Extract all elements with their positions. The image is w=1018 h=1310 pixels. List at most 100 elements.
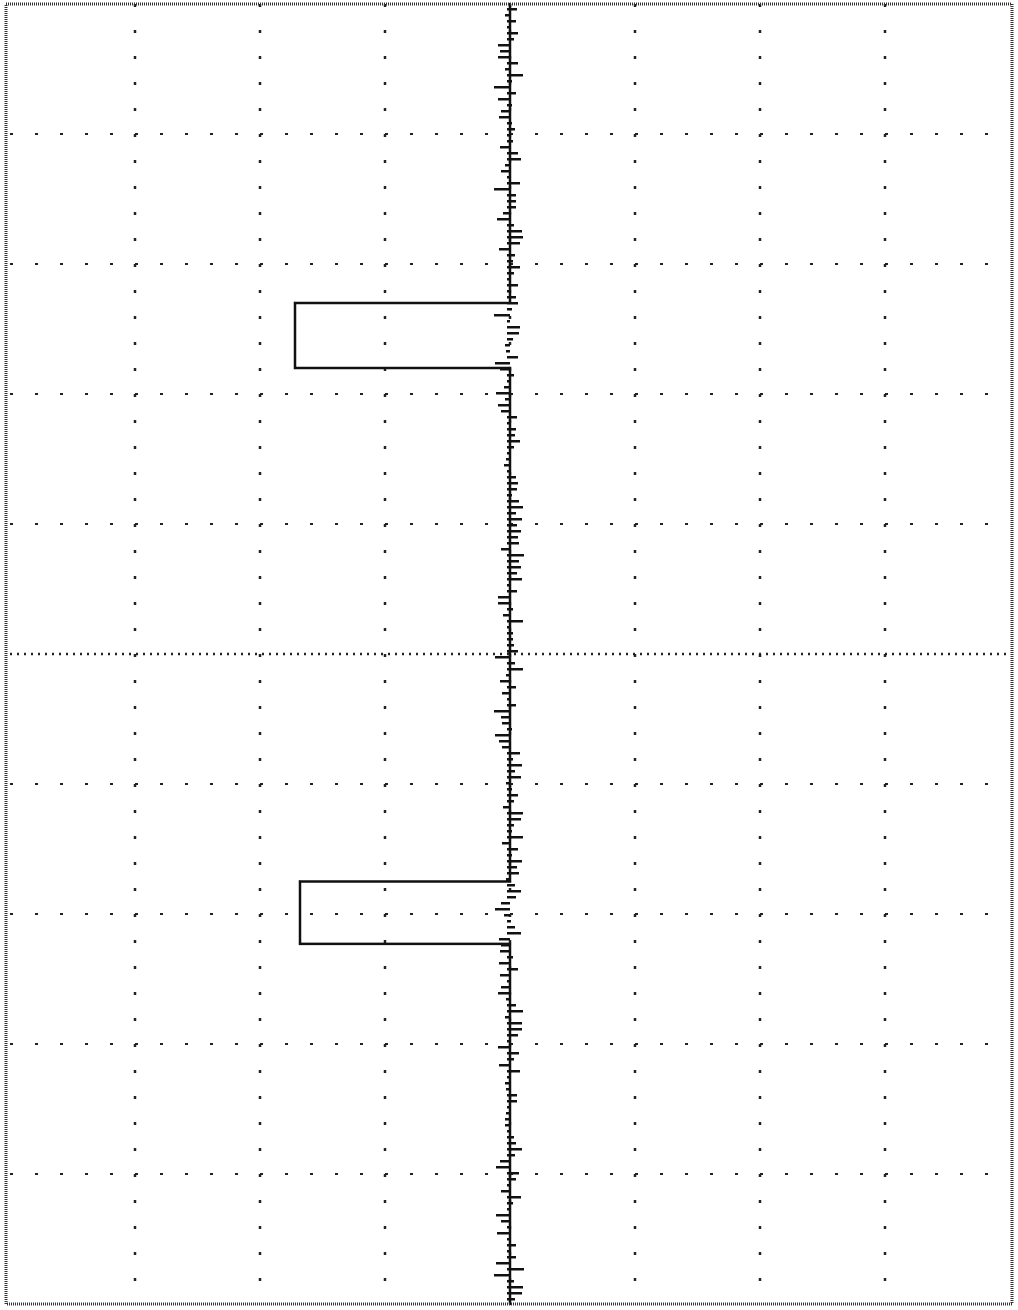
trace-noise-tick	[506, 782, 510, 785]
trace-noise-tick	[505, 398, 510, 401]
trace-noise-tick	[507, 794, 518, 797]
trace-noise-tick	[500, 950, 510, 953]
trace-noise-tick	[500, 1160, 510, 1163]
trace-noise-tick	[507, 980, 510, 983]
trace-noise-tick	[504, 464, 510, 467]
trace-noise-tick	[495, 362, 510, 365]
trace-noise-tick	[494, 86, 510, 89]
series-point	[508, 366, 512, 370]
trace-noise-tick	[507, 32, 518, 35]
trace-noise-tick	[507, 488, 517, 491]
trace-noise-tick	[501, 986, 510, 989]
trace-noise-tick	[507, 524, 517, 527]
trace-noise-tick	[494, 314, 510, 317]
trace-noise-tick	[507, 920, 511, 923]
trace-noise-tick	[500, 146, 510, 149]
trace-noise-tick	[507, 8, 517, 11]
trace-noise-tick	[507, 554, 524, 557]
trace-noise-tick	[505, 344, 510, 347]
series-point	[508, 880, 512, 883]
trace-noise-tick	[507, 1070, 520, 1073]
trace-noise-tick	[507, 1256, 516, 1259]
trace-noise-tick	[507, 1076, 510, 1079]
trace-noise-tick	[507, 890, 521, 893]
series-layer	[293, 2, 512, 1306]
trace-noise-tick	[498, 56, 510, 59]
series-point	[293, 366, 297, 370]
trace-noise-tick	[498, 596, 510, 599]
trace-noise-tick	[505, 1124, 510, 1127]
trace-noise-tick	[496, 392, 510, 395]
trace-noise-tick	[494, 188, 510, 191]
trace-noise-tick	[507, 1142, 516, 1145]
trace-noise-tick	[507, 872, 519, 875]
trace-noise-tick	[507, 1178, 516, 1181]
trace-noise-tick	[507, 236, 523, 239]
trace-noise-tick	[507, 530, 521, 533]
trace-noise-tick	[507, 1148, 522, 1151]
trace-noise-tick	[507, 338, 513, 341]
trace-noise-tick	[506, 1112, 510, 1115]
trace-noise-tick	[507, 296, 516, 299]
trace-noise-tick	[507, 332, 519, 335]
trace-noise-tick	[495, 656, 510, 659]
trace-noise-tick	[500, 50, 510, 53]
series-point	[298, 880, 302, 883]
trace-noise-tick	[501, 716, 510, 719]
trace-noise-tick	[499, 116, 510, 119]
trace-noise-tick	[507, 92, 516, 95]
trace-noise-tick	[507, 686, 516, 689]
trace-noise-tick	[507, 74, 523, 77]
trace-noise-tick	[505, 1082, 510, 1085]
trace-noise-tick	[507, 968, 518, 971]
trace-noise-tick	[501, 410, 510, 413]
trace-noise-tick	[507, 266, 520, 269]
trace-noise-tick	[507, 1172, 519, 1175]
trace-noise-tick	[504, 386, 510, 389]
trace-noise-tick	[507, 542, 519, 545]
series-point	[293, 301, 297, 305]
trace-noise-tick	[507, 422, 510, 425]
trace-noise-tick	[507, 416, 517, 419]
trace-noise-tick	[507, 848, 518, 851]
trace-noise-tick	[507, 440, 520, 443]
trace-noise-tick	[507, 560, 519, 563]
trace-noise-tick	[507, 1022, 522, 1025]
series-point	[508, 942, 512, 946]
trace-noise-tick	[507, 326, 520, 329]
series-point	[298, 942, 302, 946]
trace-noise-tick	[505, 68, 510, 71]
trace-noise-tick	[507, 194, 516, 197]
series-line-0	[293, 4, 512, 1304]
series-point	[508, 301, 512, 305]
trace-noise-tick	[507, 536, 518, 539]
trace-noise-tick	[507, 704, 516, 707]
trace-noise-tick	[507, 650, 518, 653]
trace-noise-tick	[507, 308, 512, 311]
trace-noise-tick	[504, 914, 510, 917]
trace-noise-tick	[507, 356, 518, 359]
trace-noise-tick	[507, 836, 523, 839]
trace-noise-tick	[506, 458, 510, 461]
trace-noise-tick	[499, 962, 510, 965]
trace-noise-tick	[507, 1004, 516, 1007]
trace-noise-tick	[507, 1244, 516, 1247]
trace-noise-tick	[499, 248, 510, 251]
trace-noise-tick	[507, 572, 517, 575]
trace-noise-tick	[507, 668, 523, 671]
trace-noise-tick	[507, 302, 518, 305]
trace-noise-tick	[507, 482, 518, 485]
trace-noise-tick	[503, 806, 510, 809]
trace-noise-tick	[507, 518, 522, 521]
trace-noise-tick	[507, 242, 520, 245]
trace-noise-tick	[507, 578, 522, 581]
trace-noise-tick	[506, 1088, 510, 1091]
trace-noise-tick	[498, 404, 510, 407]
trace-noise-tick	[501, 548, 510, 551]
trace-noise-tick	[507, 470, 510, 473]
trace-noise-tick	[503, 212, 510, 215]
trace-noise-tick	[507, 812, 523, 815]
trace-noise-tick	[505, 1118, 510, 1121]
